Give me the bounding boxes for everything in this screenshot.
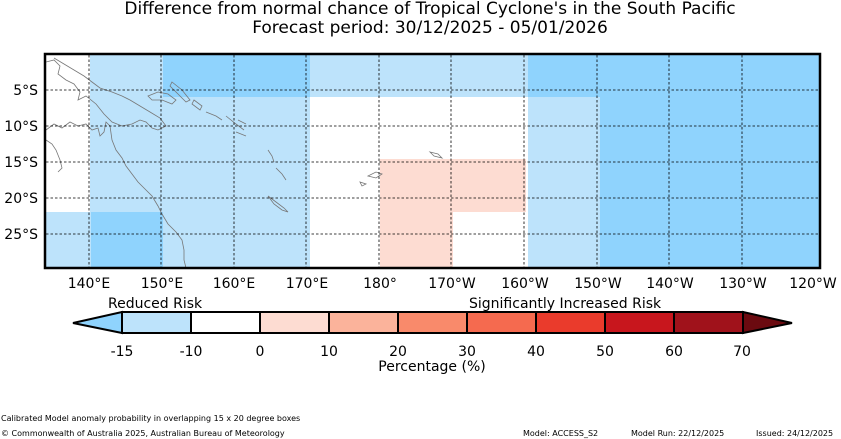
lon-label: 150°E — [141, 276, 184, 292]
colorbar-bin — [121, 311, 192, 334]
colorbar-tick-label: -15 — [111, 344, 134, 360]
lat-label: 10°S — [4, 119, 38, 135]
colorbar-bin — [328, 311, 399, 334]
colorbar-under-arrow — [72, 310, 123, 335]
region-coral-sea — [163, 97, 310, 268]
colorbar-tick-label: 70 — [733, 344, 751, 360]
new-caledonia-coast — [267, 195, 289, 213]
fiji-coast — [359, 171, 383, 187]
lon-label: 180° — [363, 276, 397, 292]
lat-label: 20°S — [4, 191, 38, 207]
colorbar-tick-label: 50 — [596, 344, 614, 360]
lon-label: 170°E — [286, 276, 329, 292]
coastlines — [46, 57, 444, 268]
colorbar-over-arrow — [742, 310, 793, 335]
colorbar-tick-label: 60 — [665, 344, 683, 360]
colorbar-bin — [535, 311, 606, 334]
region-aus-east — [90, 165, 165, 212]
colorbar-tick-label: -10 — [180, 344, 203, 360]
region-far-east-strong — [600, 55, 820, 268]
region-tonga-increase — [380, 212, 453, 268]
copyright-note: © Commonwealth of Australia 2025, Austra… — [1, 429, 285, 438]
new-britain-coast — [147, 91, 177, 105]
issued-date: Issued: 24/12/2025 — [756, 429, 834, 438]
lon-label: 160°E — [213, 276, 256, 292]
page-title: Difference from normal chance of Tropica… — [124, 0, 736, 19]
reduced-risk-label: Reduced Risk — [108, 296, 203, 312]
gulf-coast — [46, 139, 63, 173]
colorbar-legend: Reduced Risk Significantly Increased Ris… — [72, 296, 793, 375]
colorbar-tick-label: 10 — [320, 344, 338, 360]
region-aus-se-strong — [91, 212, 163, 268]
forecast-period-subtitle: Forecast period: 30/12/2025 - 05/01/2026 — [252, 18, 608, 38]
method-note: Calibrated Model anomaly probability in … — [1, 414, 301, 423]
model-run-date: Model Run: 22/12/2025 — [631, 429, 725, 438]
region-solomons-strong — [163, 55, 310, 97]
colorbar-bin — [397, 311, 468, 334]
graticule — [46, 55, 820, 268]
region-central-north — [310, 55, 528, 97]
colorbar-bin — [604, 311, 675, 334]
map-frame — [43, 52, 822, 270]
lat-label: 25°S — [4, 227, 38, 243]
model-name: Model: ACCESS_S2 — [523, 429, 599, 438]
longitude-labels: 140°E 150°E 160°E 170°E 180° 170°W 160°W… — [68, 276, 837, 292]
lon-label: 170°W — [428, 276, 476, 292]
bougainville-coast — [191, 99, 203, 111]
lat-label: 5°S — [13, 83, 38, 99]
anomaly-regions — [46, 55, 820, 268]
lon-label: 150°W — [574, 276, 622, 292]
lon-label: 160°W — [501, 276, 549, 292]
lat-label: 15°S — [4, 155, 38, 171]
solomons-coast — [205, 111, 247, 137]
vanuatu-coast — [267, 149, 287, 181]
lon-label: 140°W — [646, 276, 694, 292]
colorbar-tick-label: 30 — [458, 344, 476, 360]
colorbar-bin — [259, 311, 330, 334]
australia-coast — [46, 121, 187, 268]
colorbar-tick-label: 0 — [256, 344, 265, 360]
colorbar-axis-label: Percentage (%) — [378, 359, 485, 375]
region-east-light — [528, 97, 600, 268]
lon-label: 120°W — [789, 276, 837, 292]
latitude-labels: 5°S 10°S 15°S 20°S 25°S — [4, 83, 38, 243]
region-aus-sw — [46, 212, 91, 268]
colorbar-tick-label: 20 — [389, 344, 407, 360]
samoa-coast — [428, 151, 444, 159]
lon-label: 130°W — [719, 276, 767, 292]
increased-risk-label: Significantly Increased Risk — [469, 296, 662, 312]
lon-label: 140°E — [68, 276, 111, 292]
region-west-pacific-north — [90, 55, 165, 165]
colorbar-bin — [673, 311, 744, 334]
new-guinea-coast — [46, 57, 167, 131]
region-fiji-increase — [380, 159, 526, 212]
colorbar-tick-label: 40 — [527, 344, 545, 360]
colorbar-bin — [466, 311, 537, 334]
colorbar-ticks: -15 -10 0 10 20 30 40 50 60 70 Percentag… — [111, 344, 751, 375]
colorbar-bin — [190, 311, 261, 334]
region-east-strong-north — [528, 55, 600, 97]
